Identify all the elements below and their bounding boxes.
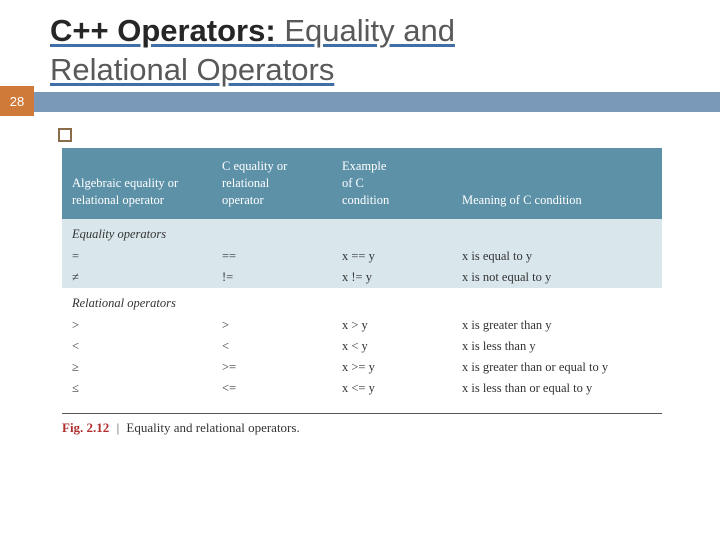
table-header-row: Algebraic equality or relational operato… — [62, 148, 662, 219]
slide-title: C++ Operators: Equality and Relational O… — [0, 0, 720, 98]
table-row: = == x == y x is equal to y — [62, 246, 662, 267]
slide-number: 28 — [0, 86, 34, 116]
operators-table-container: Algebraic equality or relational operato… — [62, 148, 662, 436]
col-header-algebraic: Algebraic equality or relational operato… — [62, 148, 212, 219]
figure-text: Equality and relational operators. — [126, 420, 299, 435]
bullet-icon — [58, 128, 72, 142]
table-row: > > x > y x is greater than y — [62, 315, 662, 336]
table-row: ≠ != x != y x is not equal to y — [62, 267, 662, 288]
accent-bar — [0, 92, 720, 112]
title-rest-2: Relational Operators — [50, 52, 334, 87]
col-header-c-operator: C equality or relational operator — [212, 148, 332, 219]
table-row: < < x < y x is less than y — [62, 336, 662, 357]
figure-label: Fig. 2.12 — [62, 420, 109, 435]
figure-caption: Fig. 2.12 | Equality and relational oper… — [62, 413, 662, 436]
title-strong: C++ Operators: — [50, 13, 276, 48]
col-header-meaning: Meaning of C condition — [452, 148, 662, 219]
table-row: ≤ <= x <= y x is less than or equal to y — [62, 378, 662, 399]
table-row: ≥ >= x >= y x is greater than or equal t… — [62, 357, 662, 378]
operators-table: Algebraic equality or relational operato… — [62, 148, 662, 399]
section-equality: Equality operators — [62, 219, 662, 246]
section-relational: Relational operators — [62, 288, 662, 315]
figure-separator: | — [113, 420, 124, 435]
col-header-example: Example of C condition — [332, 148, 452, 219]
title-rest-1: Equality and — [276, 13, 455, 48]
